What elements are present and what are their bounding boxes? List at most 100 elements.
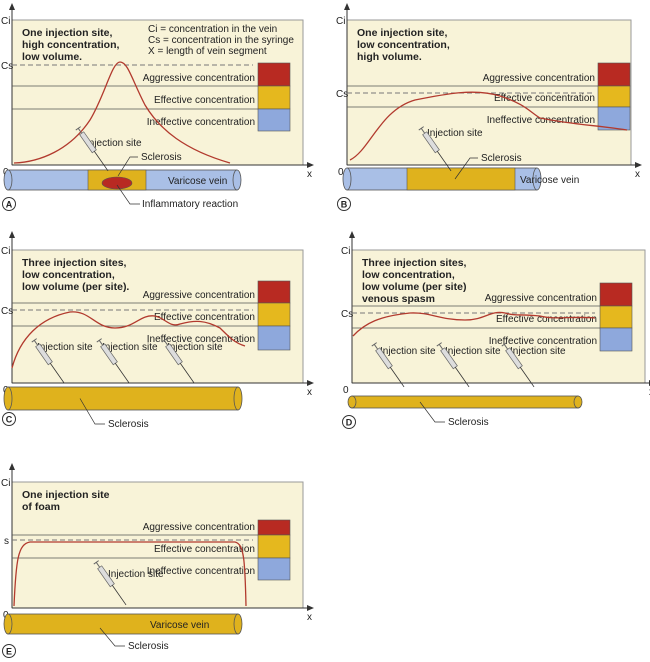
sclerosis-label: Sclerosis [481, 153, 522, 164]
effective-label: Effective concentration [154, 95, 255, 106]
concentration-curve [13, 541, 247, 607]
panel-letter-badge: E [2, 644, 16, 658]
syringe-icon [501, 342, 535, 388]
panel-title-line: of foam [22, 501, 60, 513]
aggressive-swatch [257, 519, 291, 536]
sclerosis-segment [406, 167, 516, 191]
ineffective-label: Ineffective concentration [147, 566, 255, 577]
panel-title-line: One injection site, [22, 27, 113, 39]
x-axis-label: x [307, 387, 312, 398]
panel-title-line: low concentration, [22, 269, 115, 281]
varicose-vein [3, 613, 243, 635]
panel-title-line: venous spasm [362, 293, 435, 305]
aggressive-label: Aggressive concentration [483, 73, 595, 84]
sclerosis-label: Sclerosis [128, 641, 169, 652]
plot-background [11, 19, 304, 166]
y-axis-label: Ci [1, 478, 10, 489]
panel-title-line: high concentration, [22, 39, 120, 51]
x-axis-label: x [635, 169, 640, 180]
sclerosed-vein [3, 386, 243, 411]
injection-site-label: Injection site [86, 138, 142, 149]
y-axis-label: Ci [336, 16, 345, 27]
injection-site-label: Injection site [102, 342, 158, 353]
inflammatory-reaction [101, 176, 133, 190]
x-axis-label: x [307, 612, 312, 623]
aggressive-label: Aggressive concentration [143, 522, 255, 533]
ineffective-swatch [257, 557, 291, 581]
concentration-curve [349, 91, 628, 161]
syringe-icon [93, 560, 127, 606]
effective-swatch [597, 85, 631, 108]
effective-label: Effective concentration [154, 312, 255, 323]
panel-letter: C [6, 415, 13, 425]
aggressive-swatch [599, 282, 633, 307]
key-line: Ci = concentration in the vein [148, 24, 277, 35]
origin-label: 0 [338, 167, 344, 178]
aggressive-swatch [257, 280, 291, 304]
injection-site-label: Injection site [167, 342, 223, 353]
effective-swatch [257, 534, 291, 559]
sclerosis-label: Sclerosis [448, 417, 489, 428]
panel-letter-badge: B [337, 197, 351, 211]
panel-letter: E [6, 647, 12, 657]
x-axis-label: x [307, 169, 312, 180]
key-line: Cs = concentration in the syringe [148, 35, 294, 46]
sclerosis-label: Sclerosis [108, 419, 149, 430]
cs-label: s [4, 536, 9, 547]
panel-b: Ci x 0 Cs Aggressive concentration Effective … [336, 3, 642, 211]
effective-label: Effective concentration [154, 544, 255, 555]
effective-label: Effective concentration [494, 93, 595, 104]
panel-title-line: low concentration, [357, 39, 450, 51]
syringe-icon [31, 338, 65, 384]
effective-swatch [599, 305, 633, 329]
aggressive-swatch [257, 62, 291, 87]
panel-letter: A [6, 200, 13, 210]
panel-letter: D [346, 418, 353, 428]
syringe-icon [96, 338, 130, 384]
panel-letter-badge: A [2, 197, 16, 211]
effective-swatch [257, 85, 291, 110]
varicose-vein-label: Varicose vein [168, 176, 227, 187]
aggressive-label: Aggressive concentration [485, 293, 597, 304]
panel-title-line: Three injection sites, [362, 257, 467, 269]
sclerosis-label: Sclerosis [141, 152, 182, 163]
y-axis-label: Ci [341, 246, 350, 257]
y-axis-label: Ci [1, 16, 10, 27]
effective-label: Effective concentration [496, 314, 597, 325]
concentration-curve [11, 311, 246, 369]
syringe-icon [371, 342, 405, 388]
syringe-icon [436, 342, 470, 388]
injection-site-label: Injection site [108, 569, 164, 580]
panel-title-line: low concentration, [362, 269, 455, 281]
concentration-curve [352, 311, 596, 337]
sclerosed-vein [347, 395, 583, 409]
ineffective-swatch [257, 108, 291, 132]
cs-label: Cs [336, 89, 348, 100]
ineffective-label: Ineffective concentration [487, 115, 595, 126]
panel-title-line: low volume (per site) [362, 281, 466, 293]
aggressive-swatch [597, 62, 631, 87]
ineffective-label: Ineffective concentration [147, 117, 255, 128]
panel-title-line: low volume. [22, 51, 82, 63]
ineffective-swatch [597, 106, 631, 131]
aggressive-label: Aggressive concentration [143, 73, 255, 84]
plot-background [351, 249, 646, 384]
panel-title-line: low volume (per site). [22, 281, 129, 293]
varicose-vein-label: Varicose vein [150, 620, 209, 631]
ineffective-swatch [599, 327, 633, 352]
aggressive-label: Aggressive concentration [143, 290, 255, 301]
origin-label: 0 [343, 385, 349, 396]
panel-title-line: One injection site [22, 489, 110, 501]
y-axis-label: Ci [1, 246, 10, 257]
ineffective-label: Ineffective concentration [147, 334, 255, 345]
panel-letter-badge: D [342, 415, 356, 429]
panel-title-line: Three injection sites, [22, 257, 127, 269]
key-line: X = length of vein segment [148, 46, 267, 57]
injection-site-label: Injection site [510, 346, 566, 357]
plot-background [11, 481, 304, 609]
syringe-icon [418, 126, 452, 172]
